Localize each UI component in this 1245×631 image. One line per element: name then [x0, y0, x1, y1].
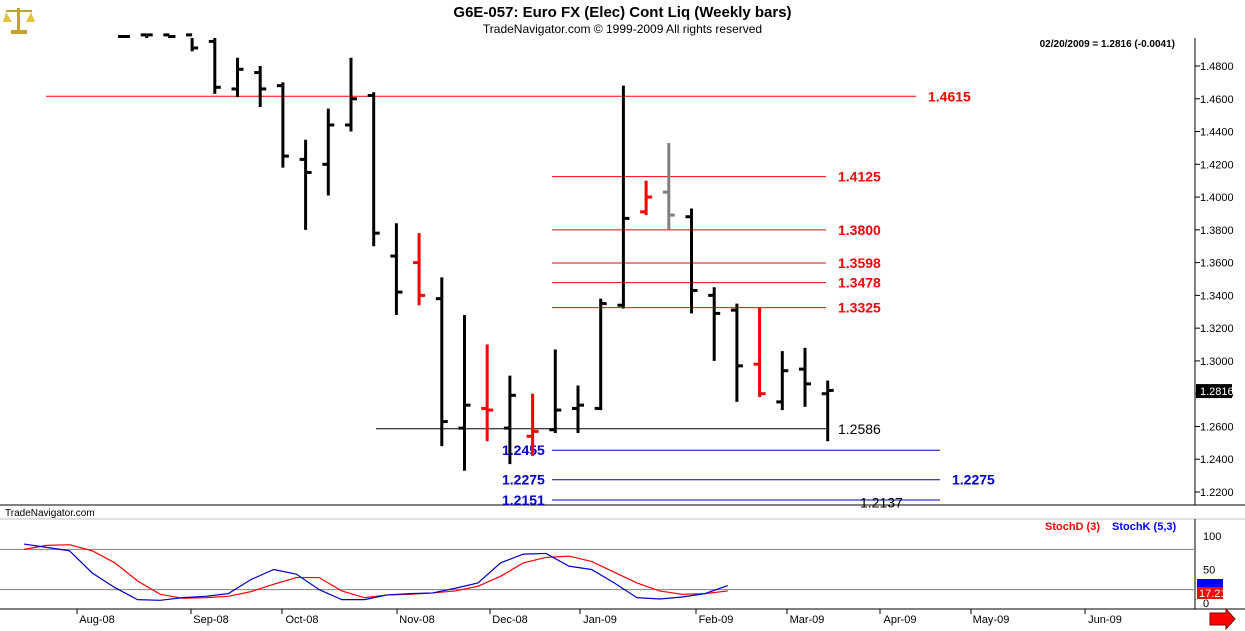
ohlc-bar [753, 306, 766, 397]
stoch-line-k [23, 543, 728, 601]
stoch-k-legend: StochK (5,3) [1112, 521, 1177, 533]
level-label: 1.4615 [928, 88, 971, 104]
ohlc-bar [640, 180, 653, 216]
ohlc-bar [390, 223, 403, 316]
x-tick-label: Feb-09 [699, 614, 734, 626]
ohlc-bar [526, 393, 539, 456]
price-tick-label: 1.4000 [1200, 192, 1234, 204]
x-tick-label: Jan-09 [583, 614, 617, 626]
price-tick-label: 1.3400 [1200, 290, 1234, 302]
stoch-tick-label: 100 [1203, 531, 1221, 543]
ohlc-bar [118, 35, 130, 39]
ohlc-bar [276, 82, 289, 168]
x-tick-label: Sep-08 [193, 614, 228, 626]
stoch-d-legend: StochD (3) [1045, 521, 1100, 533]
ohlc-bar [208, 38, 221, 94]
level-label: 1.3325 [838, 300, 881, 316]
level-label: 1.2586 [838, 421, 881, 437]
ohlc-bar [503, 375, 516, 465]
ohlc-bar [685, 208, 698, 314]
x-tick-label: Jun-09 [1088, 614, 1122, 626]
x-tick-label: Apr-09 [883, 614, 916, 626]
ohlc-bar [594, 298, 607, 411]
ohlc-bar [662, 143, 675, 230]
scales-icon [2, 2, 36, 36]
x-tick-label: Aug-08 [79, 614, 114, 626]
ohlc-bar [186, 33, 199, 52]
ohlc-bar [163, 33, 176, 39]
last-price-badge [1196, 384, 1232, 399]
ohlc-bar [572, 385, 584, 434]
x-tick-label: May-09 [973, 614, 1010, 626]
level-label: 1.3478 [838, 275, 881, 291]
stoch-line-d [23, 544, 728, 599]
x-tick-label: Nov-08 [399, 614, 434, 626]
ohlc-bar [435, 277, 448, 447]
price-tick-label: 1.2600 [1200, 421, 1234, 433]
price-tick-label: 1.3600 [1200, 258, 1234, 270]
ohlc-bar [481, 344, 494, 442]
level-label: 1.2455 [502, 442, 545, 458]
ohlc-bar [799, 347, 811, 407]
chart-title: G6E-057: Euro FX (Elec) Cont Liq (Weekly… [453, 4, 792, 21]
level-label: 1.2151 [502, 492, 545, 508]
ohlc-bar [708, 287, 721, 361]
price-tick-label: 1.2400 [1200, 454, 1234, 466]
stoch-tick-label: 0 [1203, 598, 1209, 610]
copyright-text: TradeNavigator.com © 1999-2009 All right… [482, 22, 763, 36]
price-tick-label: 1.3800 [1200, 225, 1234, 237]
level-label: 1.3800 [838, 222, 881, 238]
ohlc-bar [140, 33, 153, 38]
ohlc-bar [322, 108, 335, 196]
level-label: 1.2137 [860, 494, 903, 510]
ohlc-bar [231, 57, 244, 98]
level-label: 1.2275 [502, 472, 545, 488]
watermark-text: TradeNavigator.com [5, 508, 95, 519]
price-tick-label: 1.3000 [1200, 356, 1234, 368]
stoch-k-badge [1197, 579, 1223, 589]
last-price-info: 02/20/2009 = 1.2816 (-0.0041) [1040, 39, 1175, 50]
x-tick-label: Mar-09 [790, 614, 825, 626]
price-tick-label: 1.2200 [1200, 487, 1234, 499]
x-tick-label: Oct-08 [285, 614, 318, 626]
ohlc-bar [254, 66, 267, 107]
scroll-right-button[interactable] [1209, 607, 1236, 631]
price-tick-label: 1.3200 [1200, 323, 1234, 335]
stoch-d-badge [1197, 587, 1223, 599]
x-tick-label: Dec-08 [492, 614, 527, 626]
stoch-tick-label: 50 [1203, 565, 1215, 577]
last-price-label: 1.2816 [1200, 386, 1234, 398]
chart-header: G6E-057: Euro FX (Elec) Cont Liq (Weekly… [0, 0, 1245, 38]
level-label: 1.3598 [838, 255, 881, 271]
ohlc-bar [413, 233, 426, 306]
ohlc-bar [776, 351, 789, 411]
ohlc-bar [367, 92, 380, 247]
level-label: 1.2275 [952, 472, 995, 488]
ohlc-bar [345, 57, 357, 132]
level-label: 1.4125 [838, 169, 881, 185]
ohlc-bar [730, 303, 743, 402]
price-tick-label: 1.4600 [1200, 94, 1234, 106]
stoch-last-value: 17.21 [1199, 588, 1227, 600]
ohlc-bar [549, 349, 562, 434]
ohlc-bar [821, 380, 834, 442]
ohlc-bar [299, 139, 312, 230]
price-tick-label: 1.4200 [1200, 159, 1234, 171]
ohlc-bar [617, 85, 630, 309]
ohlc-bar [458, 315, 471, 471]
price-tick-label: 1.4800 [1200, 61, 1234, 73]
price-tick-label: 1.4400 [1200, 127, 1234, 139]
